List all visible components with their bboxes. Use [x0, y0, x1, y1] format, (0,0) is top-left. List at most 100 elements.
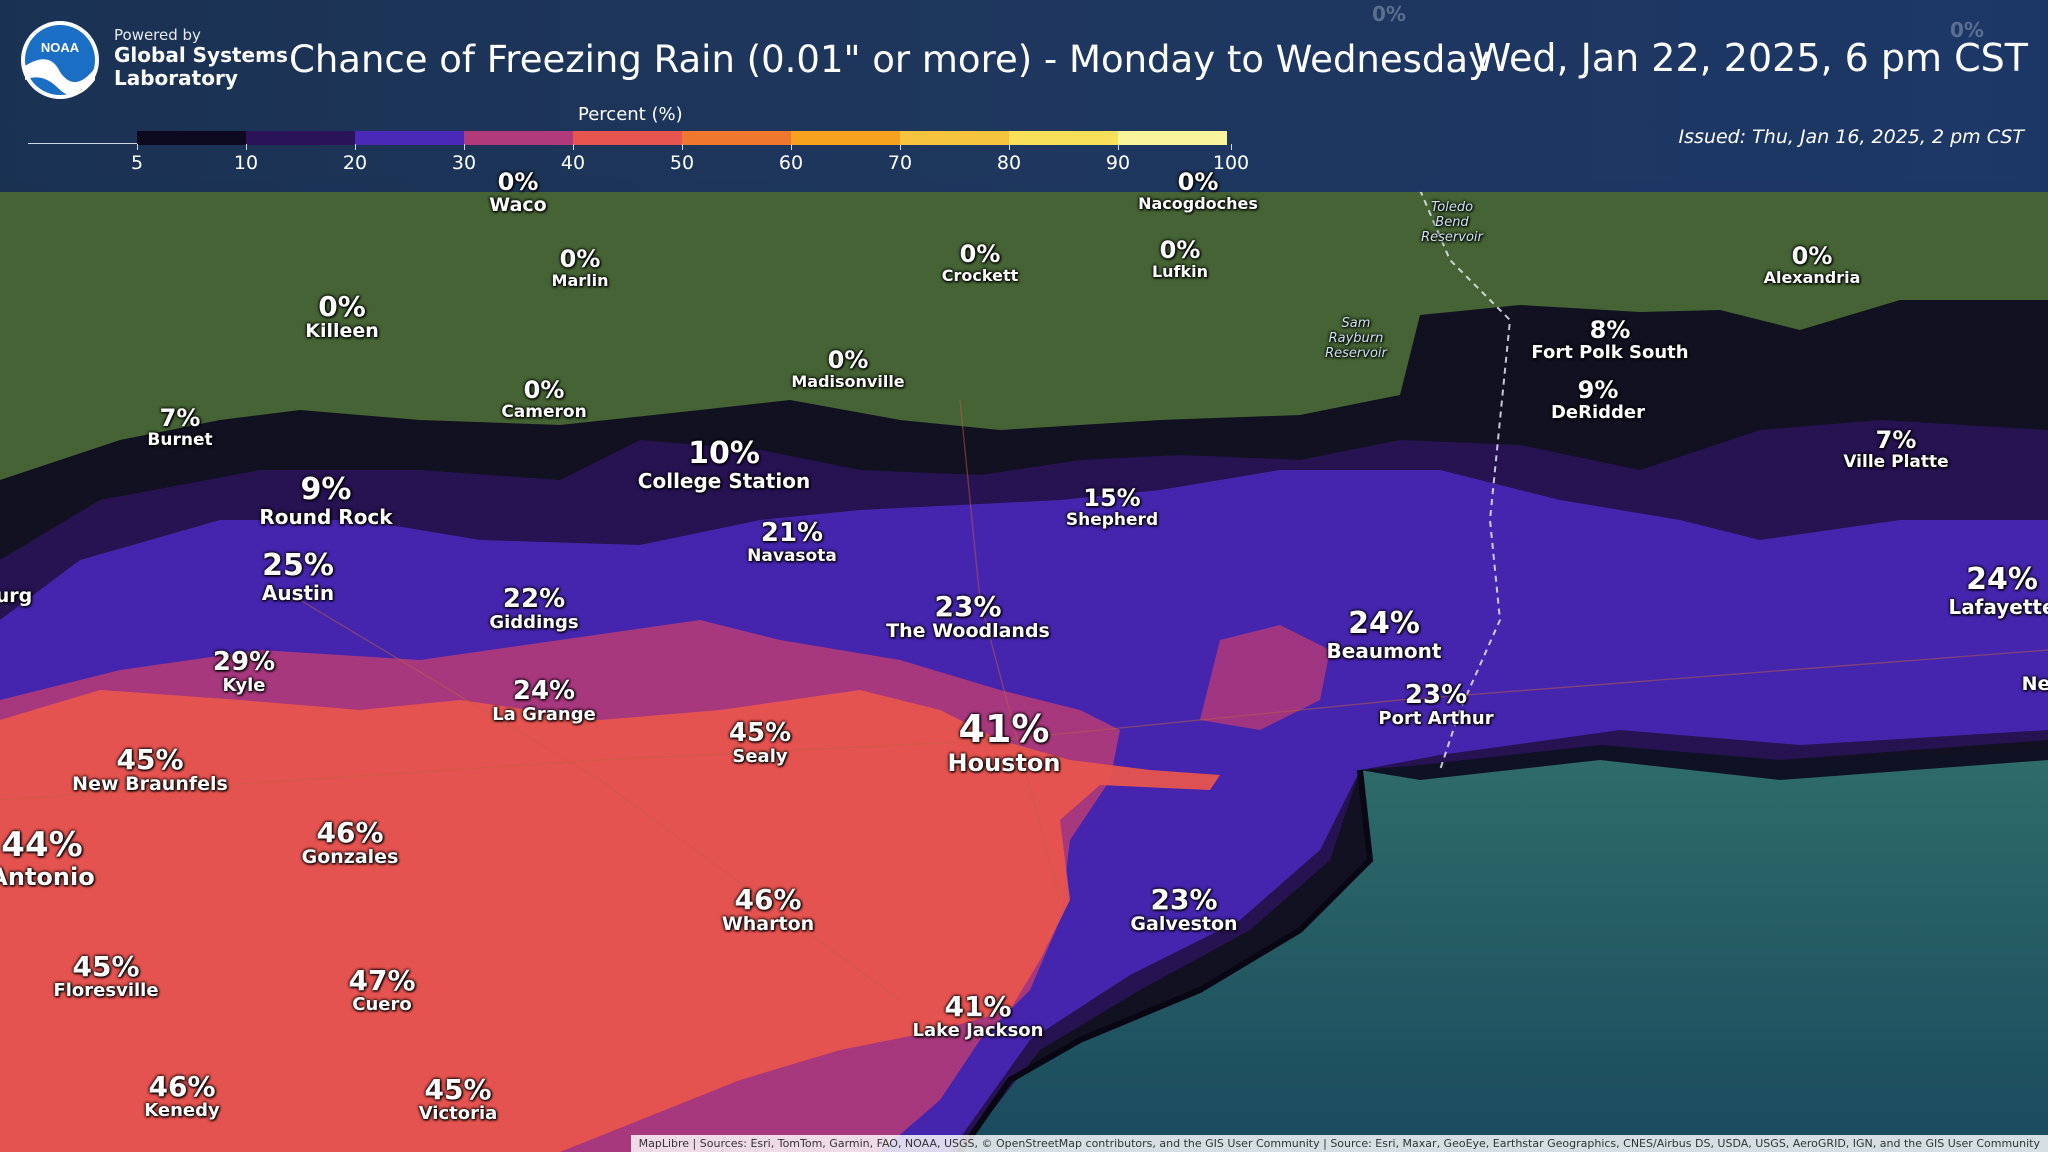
city-percent: 44% [1, 825, 83, 865]
legend-tick-mark [573, 144, 574, 150]
city-name: Kyle [222, 675, 266, 697]
legend-swatch [1009, 131, 1118, 145]
city-name: Cameron [501, 402, 587, 423]
city-name: Killeen [305, 320, 379, 343]
city-percent: 22% [502, 584, 566, 614]
legend-tick-label: 60 [778, 152, 804, 174]
legend-tick-mark [1231, 144, 1232, 150]
road-lines [0, 399, 2048, 1001]
legend-tick-label: 5 [130, 152, 144, 174]
city-name: Alexandria [1763, 268, 1861, 288]
city-label-crockett: 0% Crockett [942, 240, 1018, 285]
city-name: Galveston [1130, 913, 1238, 936]
city-percent: 0% [1177, 168, 1219, 196]
gsl-name-line2: Laboratory [114, 66, 238, 90]
city-label-deridder: 9% DeRidder [1551, 377, 1645, 423]
city-percent: 25% [262, 548, 334, 583]
legend-tick-mark [791, 144, 792, 150]
legend-tick-mark [1009, 144, 1010, 150]
city-label-the-woodlands: 23% The Woodlands [886, 592, 1050, 642]
city-label-cameron: 0% Cameron [501, 376, 587, 423]
city-percent: 23% [934, 590, 1002, 623]
city-percent: 45% [72, 950, 140, 983]
city-name: Lake Jackson [912, 1020, 1044, 1042]
city-label-la-grange: 24% La Grange [492, 676, 596, 725]
city-name: Ville Platte [1843, 452, 1949, 473]
partial-city-label-left: urg [0, 585, 33, 607]
city-percent: 0% [318, 290, 366, 323]
city-percent: 15% [1083, 484, 1141, 512]
valid-time: Wed, Jan 22, 2025, 6 pm CST [1473, 36, 2028, 80]
powered-by-text: Powered by [114, 26, 201, 44]
city-name: College Station [637, 468, 811, 493]
city-label-nacogdoches: 0% Nacogdoches [1138, 168, 1258, 214]
city-name: Victoria [418, 1103, 498, 1125]
city-percent: 0% [959, 240, 1001, 268]
legend-swatch [791, 131, 900, 145]
city-percent: 46% [734, 883, 802, 916]
noaa-logo-text: NOAA [41, 40, 80, 55]
city-percent: 47% [348, 964, 416, 997]
city-label-college-station: 10% College Station [638, 438, 810, 492]
city-label-giddings: 22% Giddings [489, 584, 578, 633]
sam-rayburn-label: Sam Rayburn Reservoir [1325, 316, 1387, 361]
city-name: Burnet [147, 430, 213, 451]
city-label-waco: 0% Waco [489, 169, 546, 216]
legend-baseline [28, 143, 138, 144]
legend-tick-label: 90 [1105, 152, 1131, 174]
city-name: Port Arthur [1378, 708, 1494, 730]
map-attribution[interactable]: MapLibre | Sources: Esri, TomTom, Garmin… [630, 1135, 2048, 1152]
legend-tick-label: 50 [669, 152, 695, 174]
prob-band-40-50 [0, 690, 1220, 1152]
city-label-beaumont: 24% Beaumont [1327, 608, 1442, 662]
city-percent: 29% [212, 647, 276, 677]
legend-tick-mark [682, 144, 683, 150]
city-percent: 7% [1875, 426, 1917, 454]
city-name: Beaumont [1326, 638, 1442, 663]
city-percent: 45% [424, 1073, 492, 1106]
city-label-victoria: 45% Victoria [419, 1075, 498, 1124]
city-name: The Woodlands [886, 620, 1050, 643]
legend-swatch [137, 131, 246, 145]
city-label-sealy: 45% Sealy [728, 718, 792, 768]
city-label-round-rock: 9% Round Rock [259, 474, 392, 528]
city-percent: 46% [316, 816, 384, 849]
city-percent: 24% [512, 676, 576, 706]
city-label-houston: 41% Houston [948, 709, 1061, 776]
ghost-label: 0% [1950, 18, 1984, 42]
city-name: Marlin [551, 271, 609, 291]
coastline [957, 769, 1374, 1152]
city-label-austin: 25% Austin [262, 550, 334, 604]
city-label-floresville: 45% Floresville [53, 952, 158, 1001]
city-percent: 0% [523, 376, 565, 404]
legend-swatch [246, 131, 355, 145]
city-percent: 46% [148, 1070, 216, 1103]
legend-swatch [464, 131, 573, 145]
city-name: Sealy [732, 746, 788, 768]
legend-tick-label: 100 [1212, 152, 1250, 174]
city-percent: 0% [1159, 236, 1201, 264]
legend-swatch [682, 131, 791, 145]
map-title: Chance of Freezing Rain (0.01" or more) … [289, 38, 1490, 81]
city-percent: 10% [688, 436, 760, 471]
city-name: Lufkin [1151, 262, 1209, 282]
city-label-wharton: 46% Wharton [722, 885, 814, 935]
city-label-gonzales: 46% Gonzales [302, 818, 399, 868]
city-percent: 8% [1589, 316, 1631, 344]
city-percent: 45% [728, 718, 792, 748]
city-name: Floresville [53, 980, 159, 1002]
legend-tick-mark [464, 144, 465, 150]
city-name: Antonio [0, 862, 95, 891]
city-name: Nacogdoches [1138, 194, 1258, 214]
city-name: Round Rock [259, 504, 393, 529]
noaa-logo-icon: NOAA [21, 21, 99, 99]
legend-tick-mark [900, 144, 901, 150]
legend-title: Percent (%) [578, 104, 683, 125]
legend-tick-label: 20 [342, 152, 368, 174]
legend-swatch [573, 131, 682, 145]
prob-band-30-40-beaumont [1200, 625, 1330, 730]
legend-tick-mark [1118, 144, 1119, 150]
city-label-killeen: 0% Killeen [305, 292, 379, 342]
